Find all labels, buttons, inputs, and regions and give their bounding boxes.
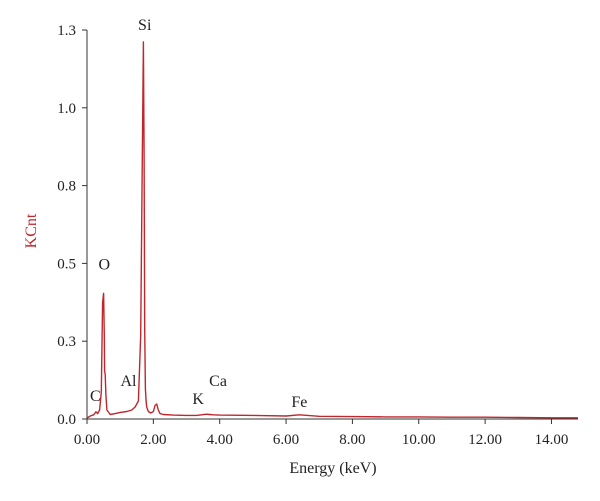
y-axis-title: KCnt (23, 213, 40, 248)
x-tick-label: 12.00 (468, 432, 502, 448)
x-tick-label: 14.00 (535, 432, 569, 448)
series-layer (86, 41, 578, 419)
peak-label-ca: Ca (209, 373, 227, 390)
peak-label-fe: Fe (291, 394, 307, 411)
spectrum-series-0 (86, 41, 578, 419)
peak-label-o: O (98, 256, 110, 273)
peak-label-si: Si (138, 17, 152, 34)
y-tick-label: 0.0 (57, 412, 76, 428)
y-tick-label: 0.8 (57, 179, 76, 195)
x-tick-label: 4.00 (207, 432, 233, 448)
peak-label-c: C (90, 388, 101, 405)
ticks: 0.00 2.00 4.00 6.00 8.00 10.00 12.00 14.00 0.0 0.… (57, 23, 568, 448)
axes (86, 30, 578, 420)
x-axis-title: Energy (keV) (289, 460, 376, 477)
y-tick-label: 0.3 (57, 334, 76, 350)
peak-label-al: Al (120, 373, 137, 390)
x-tick-label: 2.00 (140, 432, 166, 448)
y-tick-label: 0.5 (57, 256, 76, 272)
y-tick-label: 1.0 (57, 101, 76, 117)
x-tick-label: 10.00 (402, 432, 436, 448)
y-tick-label: 1.3 (57, 23, 76, 39)
x-tick-label: 6.00 (273, 432, 299, 448)
annotations: Si O C Al K Ca Fe (90, 17, 307, 411)
x-tick-label: 0.00 (74, 432, 100, 448)
x-tick-label: 8.00 (339, 432, 365, 448)
peak-label-k: K (192, 391, 204, 408)
